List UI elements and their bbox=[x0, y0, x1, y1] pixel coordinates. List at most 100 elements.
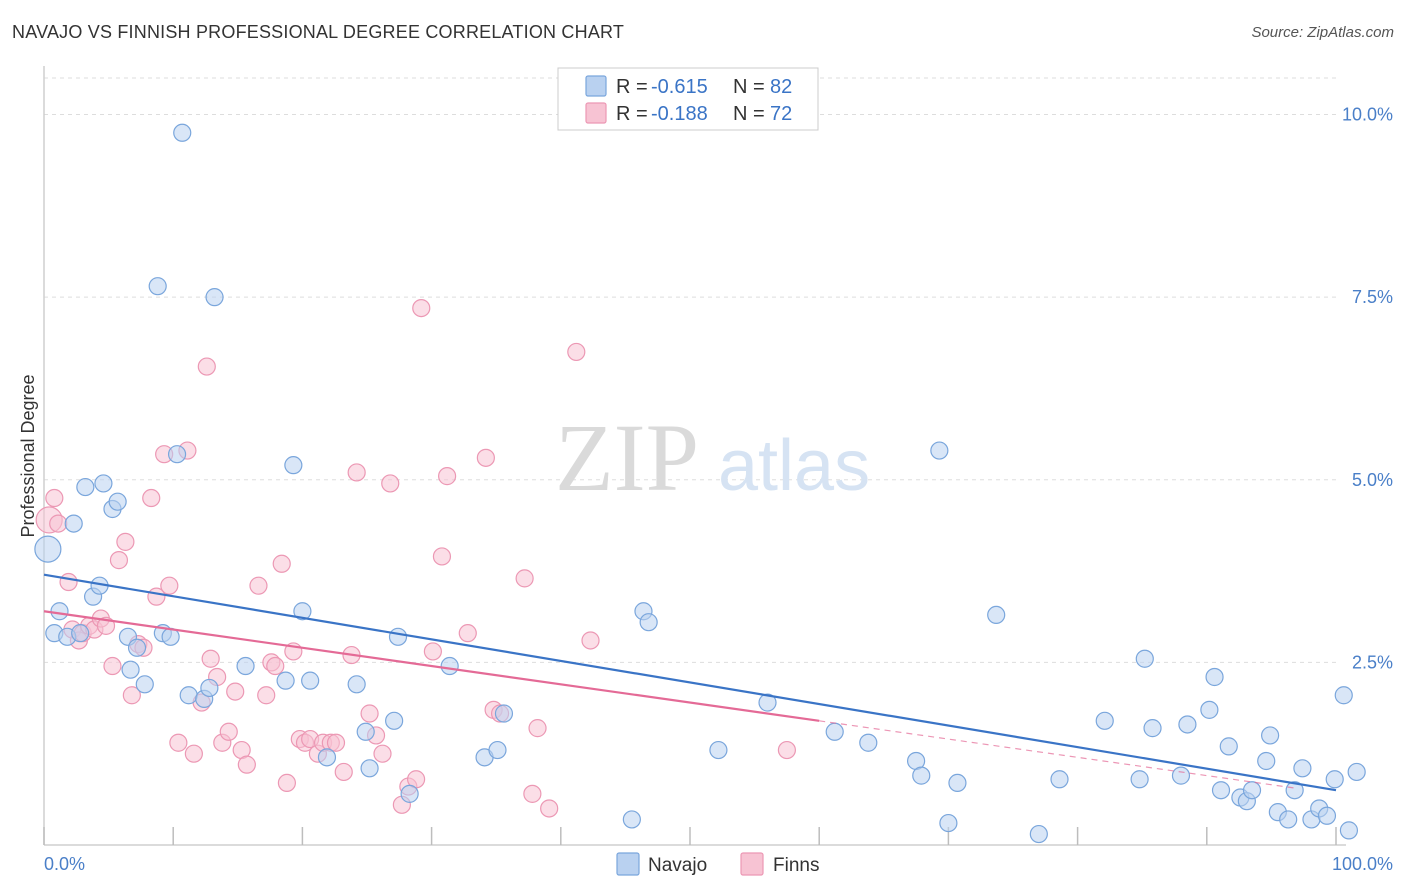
gridlines bbox=[44, 77, 1336, 663]
navajo-point bbox=[1293, 759, 1312, 778]
y-tick-label: 2.5% bbox=[1352, 652, 1393, 672]
y-axis-title: Professional Degree bbox=[18, 374, 38, 537]
finns-point bbox=[381, 474, 400, 493]
chart-source: Source: ZipAtlas.com bbox=[1251, 24, 1394, 41]
navajo-point bbox=[825, 722, 844, 741]
finns-point bbox=[412, 299, 431, 318]
navajo-point bbox=[987, 605, 1006, 625]
navajo-point bbox=[76, 477, 95, 497]
navajo-point bbox=[64, 514, 83, 533]
navajo-point bbox=[167, 445, 187, 464]
finns-point bbox=[59, 572, 78, 592]
finns-point bbox=[257, 686, 276, 705]
legend-n-label-navajo: N = bbox=[733, 76, 765, 98]
finns-point bbox=[219, 722, 238, 741]
navajo-point bbox=[360, 759, 379, 778]
watermark-atlas: atlas bbox=[718, 426, 870, 506]
finns-point bbox=[272, 554, 291, 573]
navajo-trend-line bbox=[43, 573, 1337, 792]
navajo-point bbox=[1285, 781, 1304, 800]
y-tick-label: 10.0% bbox=[1342, 105, 1393, 125]
navajo-point bbox=[1050, 770, 1069, 789]
bottom-legend-swatch-finns bbox=[740, 852, 764, 876]
bottom-legend-label-finns: Finns bbox=[773, 855, 819, 876]
navajo-point bbox=[236, 656, 255, 676]
legend-stats: R = -0.615 N = 82 R = -0.188 N = 72 bbox=[557, 67, 819, 131]
finns-point bbox=[169, 733, 188, 752]
finns-point bbox=[373, 744, 392, 763]
navajo-point bbox=[440, 656, 459, 676]
legend-r-value-navajo: -0.615 bbox=[651, 76, 708, 98]
navajo-point bbox=[1347, 762, 1366, 782]
y-tick-label: 5.0% bbox=[1352, 470, 1393, 490]
finns-trend-line bbox=[43, 610, 820, 722]
legend-r-label-finns: R = bbox=[616, 103, 648, 125]
finns-point bbox=[515, 569, 534, 588]
navajo-point bbox=[135, 675, 154, 694]
finns-point bbox=[249, 576, 268, 595]
navajo-point bbox=[494, 704, 514, 723]
finns-point bbox=[201, 649, 220, 668]
finns-points bbox=[35, 299, 797, 818]
navajo-point bbox=[1205, 667, 1224, 687]
finns-point bbox=[226, 682, 245, 701]
navajo-point bbox=[347, 675, 366, 694]
navajo-point bbox=[127, 638, 147, 657]
watermark: ZIP atlas bbox=[555, 404, 870, 511]
navajo-point bbox=[1200, 700, 1219, 719]
finns-point bbox=[142, 488, 161, 508]
finns-point bbox=[326, 733, 346, 752]
navajo-point bbox=[71, 624, 90, 643]
bottom-legend-swatch-navajo bbox=[616, 852, 640, 876]
navajo-point bbox=[859, 733, 878, 752]
navajo-point bbox=[1178, 715, 1197, 734]
x-tick-label-min: 0.0% bbox=[44, 854, 85, 874]
finns-point bbox=[360, 704, 379, 723]
navajo-point bbox=[488, 740, 507, 760]
navajo-point bbox=[173, 123, 192, 142]
navajo-point bbox=[709, 740, 728, 760]
finns-point bbox=[116, 532, 135, 551]
navajo-point bbox=[1325, 770, 1344, 789]
navajo-point bbox=[639, 613, 658, 632]
bottom-legend-label-navajo: Navajo bbox=[648, 855, 707, 876]
watermark-zip: ZIP bbox=[555, 404, 699, 511]
navajo-point bbox=[94, 474, 113, 493]
navajo-point bbox=[108, 492, 127, 511]
navajo-point bbox=[1339, 821, 1359, 840]
finns-point bbox=[528, 719, 547, 738]
navajo-point bbox=[34, 535, 62, 563]
finns-point bbox=[777, 740, 797, 760]
navajo-point bbox=[121, 660, 140, 679]
navajo-points bbox=[34, 123, 1366, 844]
finns-point bbox=[347, 463, 366, 482]
finns-point bbox=[432, 547, 452, 566]
finns-point bbox=[237, 755, 256, 774]
navajo-point bbox=[1135, 649, 1154, 668]
navajo-point bbox=[1219, 737, 1238, 756]
navajo-point bbox=[1257, 751, 1276, 771]
navajo-point bbox=[388, 627, 408, 646]
navajo-point bbox=[356, 722, 375, 741]
navajo-point bbox=[948, 773, 967, 793]
navajo-point bbox=[1317, 806, 1337, 825]
navajo-point bbox=[1242, 781, 1262, 800]
trend-lines bbox=[43, 573, 1337, 792]
finns-point bbox=[540, 799, 559, 818]
chart-title: NAVAJO VS FINNISH PROFESSIONAL DEGREE CO… bbox=[12, 22, 625, 42]
finns-trend-extension bbox=[819, 720, 1298, 789]
finns-point bbox=[197, 357, 216, 376]
navajo-point bbox=[205, 288, 224, 307]
finns-point bbox=[160, 576, 179, 595]
finns-point bbox=[458, 624, 477, 643]
finns-point bbox=[423, 642, 442, 661]
navajo-point bbox=[1211, 781, 1231, 800]
y-tick-label: 7.5% bbox=[1352, 287, 1393, 307]
navajo-point bbox=[200, 678, 219, 698]
navajo-point bbox=[50, 602, 69, 621]
navajo-point bbox=[1334, 686, 1353, 705]
legend-r-label-navajo: R = bbox=[616, 76, 648, 98]
legend-swatch-finns bbox=[585, 102, 607, 124]
axes bbox=[43, 66, 1346, 846]
